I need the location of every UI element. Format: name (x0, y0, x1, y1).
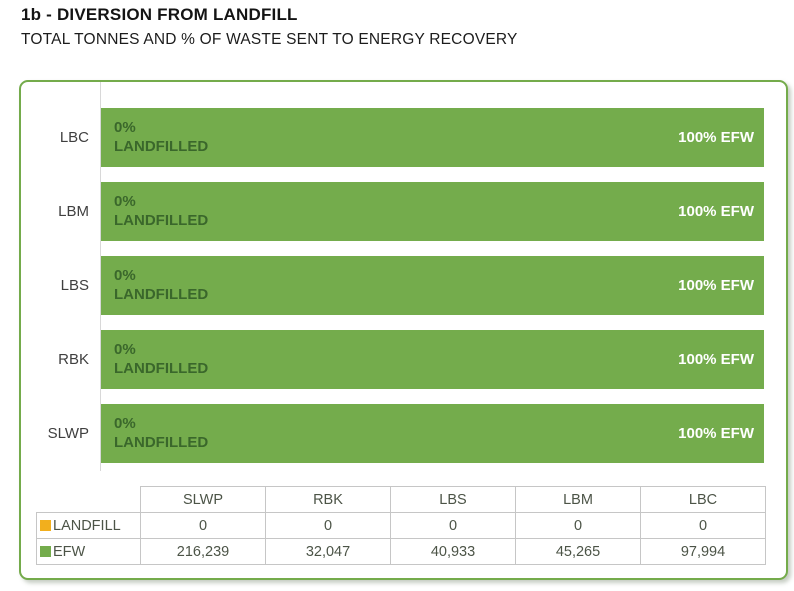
bar-lbs: 0% LANDFILLED 100% EFW (101, 256, 764, 315)
bar-landfill-label: 0% LANDFILLED (101, 193, 208, 231)
cell-landfill-slwp: 0 (140, 512, 266, 539)
chart-header: 1b - DIVERSION FROM LANDFILL TOTAL TONNE… (0, 0, 794, 49)
landfill-word: LANDFILLED (114, 137, 209, 155)
cell-efw-rbk: 32,047 (265, 538, 391, 565)
bar-landfill-label: 0% LANDFILLED (101, 119, 208, 157)
bar-landfill-label: 0% LANDFILLED (101, 341, 208, 379)
landfill-swatch-icon (40, 519, 51, 531)
cell-efw-lbs: 40,933 (390, 538, 516, 565)
bar-efw-label: 100% EFW (678, 351, 754, 368)
landfill-word: LANDFILLED (114, 285, 209, 303)
data-table: SLWP RBK LBS LBM LBC LANDFILL 0 0 0 0 0 … (36, 486, 766, 565)
cell-efw-lbc: 97,994 (640, 538, 766, 565)
bar-efw-label: 100% EFW (678, 277, 754, 294)
row-label: LANDFILL (53, 517, 121, 534)
page-subtitle: TOTAL TONNES AND % OF WASTE SENT TO ENER… (21, 31, 518, 48)
landfill-pct: 0% (114, 192, 136, 210)
col-header-lbs: LBS (390, 486, 516, 513)
category-label-lbm: LBM (58, 203, 89, 220)
landfill-word: LANDFILLED (114, 211, 209, 229)
landfill-pct: 0% (114, 266, 136, 284)
bar-lbc: 0% LANDFILLED 100% EFW (101, 108, 764, 167)
col-header-slwp: SLWP (140, 486, 266, 513)
cell-landfill-rbk: 0 (265, 512, 391, 539)
cell-efw-slwp: 216,239 (140, 538, 266, 565)
cell-landfill-lbc: 0 (640, 512, 766, 539)
row-label: EFW (53, 543, 86, 560)
table-corner-cell (37, 487, 141, 513)
col-header-rbk: RBK (265, 486, 391, 513)
category-label-rbk: RBK (58, 351, 89, 368)
cell-landfill-lbm: 0 (515, 512, 641, 539)
bar-efw-label: 100% EFW (678, 129, 754, 146)
category-label-slwp: SLWP (47, 425, 89, 442)
efw-swatch-icon (40, 545, 51, 557)
table-row-landfill: LANDFILL 0 0 0 0 0 (36, 512, 766, 539)
bar-slwp: 0% LANDFILLED 100% EFW (101, 404, 764, 463)
cell-landfill-lbs: 0 (390, 512, 516, 539)
bar-efw-label: 100% EFW (678, 203, 754, 220)
plot-area: 0% LANDFILLED 100% EFW 0% LANDFILLED 100… (100, 82, 786, 471)
landfill-pct: 0% (114, 414, 136, 432)
chart-panel: LBC LBM LBS RBK SLWP 0% LANDFILLED 100% … (19, 80, 788, 580)
category-axis: LBC LBM LBS RBK SLWP (21, 82, 100, 471)
row-header-landfill: LANDFILL (36, 512, 141, 539)
bar-landfill-label: 0% LANDFILLED (101, 415, 208, 453)
landfill-pct: 0% (114, 118, 136, 136)
table-row-efw: EFW 216,239 32,047 40,933 45,265 97,994 (36, 538, 766, 565)
col-header-lbm: LBM (515, 486, 641, 513)
table-header-row: SLWP RBK LBS LBM LBC (37, 486, 766, 513)
landfill-word: LANDFILLED (114, 433, 209, 451)
bar-lbm: 0% LANDFILLED 100% EFW (101, 182, 764, 241)
bar-plot: LBC LBM LBS RBK SLWP 0% LANDFILLED 100% … (21, 82, 786, 471)
col-header-lbc: LBC (640, 486, 766, 513)
page-title: 1b - DIVERSION FROM LANDFILL (21, 5, 298, 24)
landfill-pct: 0% (114, 340, 136, 358)
bar-landfill-label: 0% LANDFILLED (101, 267, 208, 305)
row-header-efw: EFW (36, 538, 141, 565)
bar-rbk: 0% LANDFILLED 100% EFW (101, 330, 764, 389)
cell-efw-lbm: 45,265 (515, 538, 641, 565)
landfill-word: LANDFILLED (114, 359, 209, 377)
category-label-lbs: LBS (60, 277, 89, 294)
category-label-lbc: LBC (59, 129, 89, 146)
bar-efw-label: 100% EFW (678, 425, 754, 442)
